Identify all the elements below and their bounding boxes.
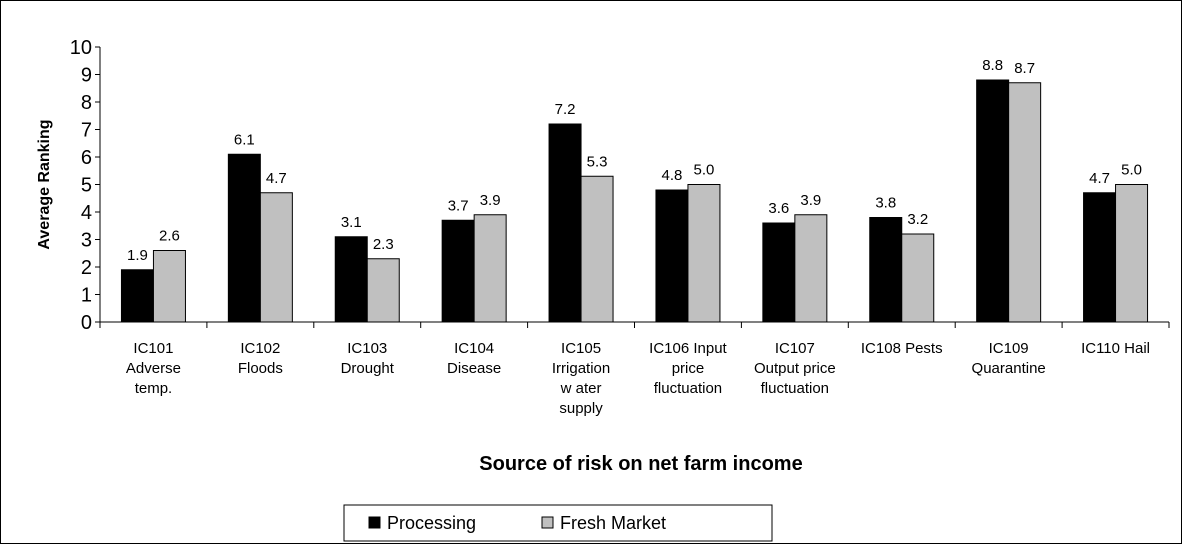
data-label: 4.7 (266, 170, 287, 187)
y-tick-label: 8 (81, 92, 92, 114)
x-tick-label: IC101 Adverse temp. (126, 340, 181, 397)
x-tick-label: IC103 Drought (341, 340, 395, 377)
bar-fresh-market (687, 184, 721, 323)
data-label: 5.3 (587, 153, 608, 170)
x-tick-label: IC106 Input price fluctuation (649, 340, 727, 397)
legend-swatch (368, 516, 381, 529)
bar-processing (227, 153, 261, 323)
data-label: 7.2 (555, 101, 576, 118)
y-tick-label: 10 (70, 37, 92, 59)
bars (120, 79, 1149, 323)
data-label: 1.9 (127, 247, 148, 264)
y-tick-label: 2 (81, 257, 92, 279)
data-label: 5.0 (694, 162, 715, 179)
bar-processing (869, 217, 903, 323)
bar-fresh-market (580, 175, 614, 323)
bar-processing (1083, 192, 1117, 323)
data-label: 5.0 (1121, 162, 1142, 179)
data-label: 8.7 (1014, 60, 1035, 77)
bar-processing (441, 219, 475, 323)
y-axis: 0 1 2 3 4 5 6 7 8 9 10 (70, 37, 101, 334)
data-label: 3.6 (768, 200, 789, 217)
legend-label: Fresh Market (560, 513, 666, 533)
y-tick-label: 4 (81, 202, 92, 224)
bar-processing (655, 189, 689, 323)
data-labels: 1.9 6.1 3.1 3.7 7.2 4.8 3.6 3.8 8.8 4.7 2.6 4.7 2.3 3… (127, 57, 1142, 264)
legend-swatch (541, 516, 554, 529)
bar-fresh-market (259, 192, 293, 323)
data-label: 3.7 (448, 197, 469, 214)
x-tick-label: IC108 Pests (861, 340, 943, 357)
bar-fresh-market (152, 250, 186, 323)
y-tick-label: 0 (81, 312, 92, 334)
y-tick-label: 5 (81, 175, 92, 197)
x-tick-label: IC107 Output price fluctuation (754, 340, 836, 397)
bar-processing (120, 269, 154, 323)
data-label: 8.8 (982, 57, 1003, 74)
legend-label: Processing (387, 513, 476, 533)
legend-box (343, 504, 773, 542)
data-label: 3.1 (341, 214, 362, 231)
bar-processing (976, 79, 1010, 323)
x-tick-label: IC110 Hail (1081, 340, 1150, 357)
data-label: 3.2 (907, 211, 928, 228)
y-tick-label: 7 (81, 120, 92, 142)
x-axis: IC101 Adverse temp. IC102 Floods IC103 Drought… (99, 321, 1170, 417)
x-tick-label: IC104 Disease (447, 340, 501, 377)
data-label: 3.9 (480, 192, 501, 209)
legend: Processing Fresh Market (343, 504, 773, 542)
bar-fresh-market (794, 214, 828, 323)
bar-processing (548, 123, 582, 323)
bar-fresh-market (366, 258, 400, 323)
x-tick-label: IC105 Irrigation w ater supply (552, 340, 610, 417)
x-axis-label: Source of risk on net farm income (479, 453, 802, 475)
data-label: 3.8 (875, 195, 896, 212)
y-tick-label: 3 (81, 230, 92, 252)
y-tick-label: 6 (81, 147, 92, 169)
data-label: 6.1 (234, 131, 255, 148)
x-tick-label: IC109 Quarantine (972, 340, 1046, 377)
x-tick-label: IC102 Floods (238, 340, 283, 377)
bar-fresh-market (1008, 82, 1042, 323)
data-label: 4.7 (1089, 170, 1110, 187)
data-label: 2.3 (373, 236, 394, 253)
y-axis-label: Average Ranking (36, 119, 53, 249)
bar-fresh-market (901, 233, 935, 323)
y-tick-label: 9 (81, 65, 92, 87)
data-label: 4.8 (662, 167, 683, 184)
data-label: 2.6 (159, 228, 180, 245)
data-label: 3.9 (800, 192, 821, 209)
bar-processing (334, 236, 368, 323)
bar-fresh-market (1115, 184, 1149, 323)
y-tick-label: 1 (81, 285, 92, 307)
bar-fresh-market (473, 214, 507, 323)
bar-processing (762, 222, 796, 323)
